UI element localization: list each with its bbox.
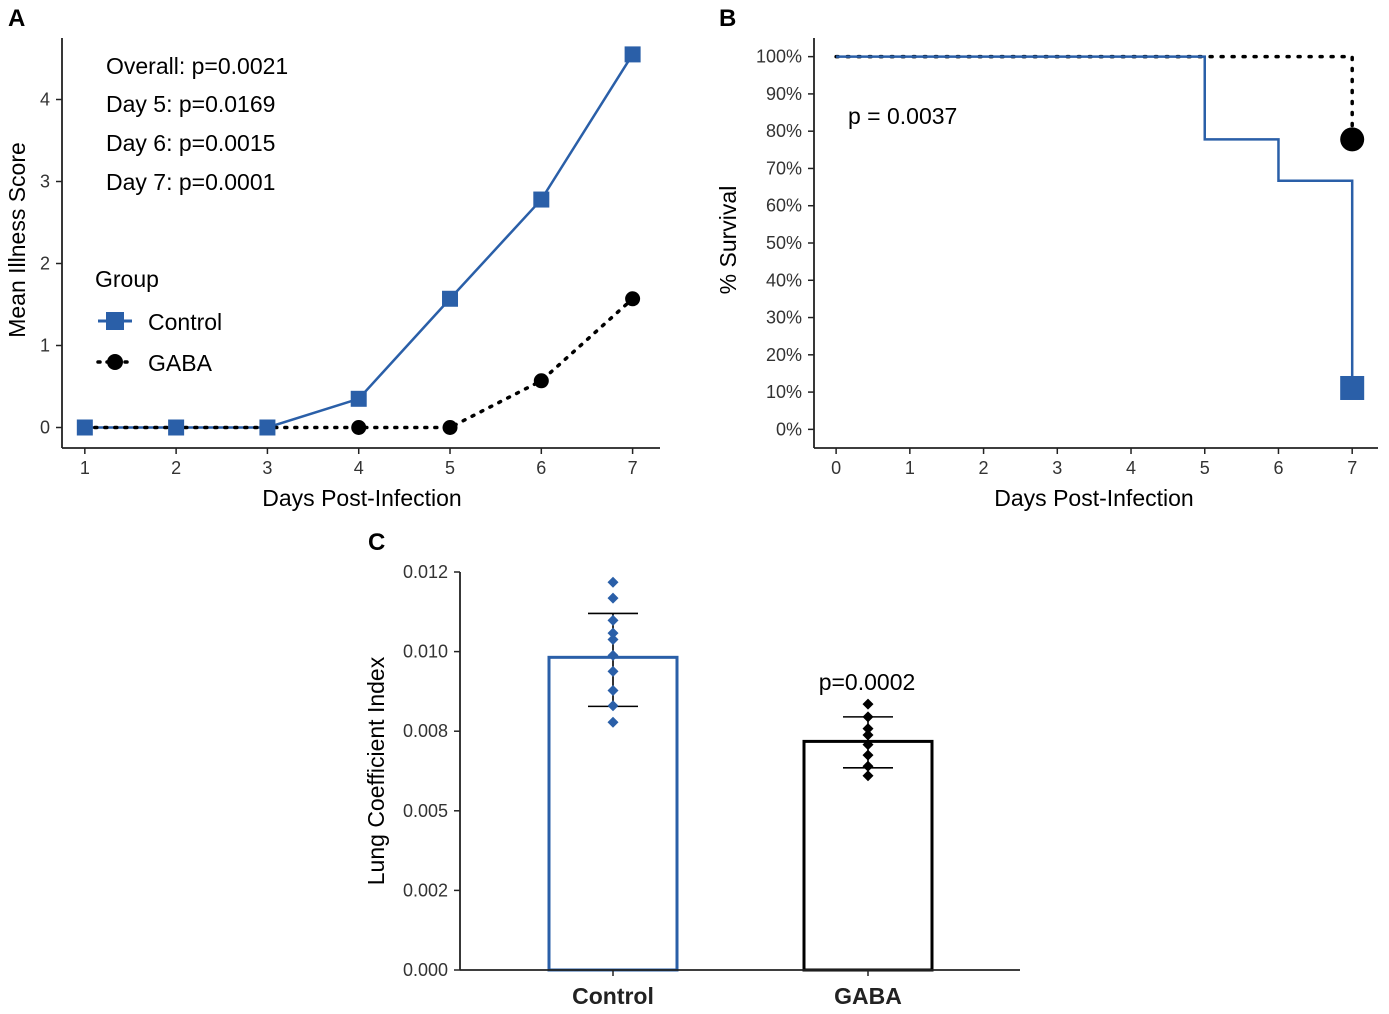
- survival-endpoint-gaba: [1340, 127, 1365, 152]
- data-point-control: [607, 649, 619, 661]
- panel-c-p-value: p=0.0002: [819, 669, 916, 695]
- panel-a-y-tick-label: 3: [40, 172, 50, 192]
- panel-a-legend: Group Control GABA: [95, 266, 222, 376]
- data-point-gaba: [351, 420, 367, 435]
- panel-a-illness-chart: A 1 2 3 4 5 6 7 0 1 2 3 4 Days Post-Infection Mean …: [4, 5, 660, 511]
- panel-b-y-axis-label: % Survival: [715, 186, 741, 295]
- panel-b-x-axis-label: Days Post-Infection: [994, 485, 1193, 511]
- data-point-control: [168, 419, 185, 436]
- legend-gaba-label: GABA: [148, 350, 213, 376]
- panel-b-p-value: p = 0.0037: [848, 103, 957, 129]
- panel-c-y-tick-label: 0.000: [403, 960, 448, 980]
- panel-a-annotations: Overall: p=0.0021 Day 5: p=0.0169 Day 6:…: [106, 53, 288, 195]
- data-point-control: [607, 627, 619, 639]
- data-point-gaba: [625, 291, 641, 307]
- data-point-control: [607, 614, 619, 626]
- legend-title: Group: [95, 266, 159, 292]
- data-point-control: [607, 576, 619, 588]
- panel-c-y-tick-label: 0.008: [403, 721, 448, 741]
- panel-a-y-axis-label: Mean Illness Score: [4, 142, 30, 338]
- data-point-control: [607, 665, 619, 677]
- panel-b-y-tick-label: 70%: [766, 158, 802, 178]
- survival-endpoint-control: [1340, 375, 1365, 400]
- data-point-gaba: [862, 770, 874, 782]
- panel-b-survival-chart: B 0 1 2 3 4 5 6 70%10%20%30%40%50%60%70%80%90%1…: [715, 5, 1378, 511]
- data-point-gaba: [862, 723, 874, 735]
- panel-b-x-tick-label: 0: [831, 458, 841, 478]
- data-point-control: [607, 684, 619, 696]
- data-point-control: [76, 419, 93, 436]
- panel-b-y-tick-label: 90%: [766, 84, 802, 104]
- annotation-day7-p: Day 7: p=0.0001: [106, 169, 275, 195]
- panel-a-x-tick-label: 6: [536, 458, 546, 478]
- panel-label-c: C: [368, 529, 385, 556]
- data-point-control: [607, 700, 619, 712]
- data-point-control: [607, 716, 619, 728]
- panel-a-x-tick-label: 2: [171, 458, 181, 478]
- panel-c-y-tick-label: 0.002: [403, 880, 448, 900]
- panel-b-x-tick-label: 7: [1347, 458, 1357, 478]
- data-point-control: [533, 191, 550, 208]
- panel-a-x-tick-label: 5: [445, 458, 455, 478]
- panel-b-y-tick-label: 10%: [766, 382, 802, 402]
- legend-control-label: Control: [148, 309, 222, 335]
- data-point-gaba: [862, 760, 874, 772]
- panel-b-x-tick-label: 3: [1052, 458, 1062, 478]
- survival-curve-control: [836, 55, 1354, 388]
- data-point-control: [607, 634, 619, 646]
- panel-a-y-tick-label: 0: [40, 418, 50, 438]
- data-point-gaba: [862, 739, 874, 751]
- panel-b-x-tick-label: 6: [1273, 458, 1283, 478]
- annotation-day6-p: Day 6: p=0.0015: [106, 130, 275, 156]
- panel-a-x-tick-label: 7: [628, 458, 638, 478]
- panel-b-y-tick-label: 40%: [766, 270, 802, 290]
- data-point-control: [259, 419, 276, 436]
- panel-b-y-tick-label: 80%: [766, 121, 802, 141]
- data-point-gaba: [862, 749, 874, 761]
- panel-b-x-tick-label: 2: [979, 458, 989, 478]
- panel-c-y-tick-label: 0.005: [403, 801, 448, 821]
- panel-b-x-tick-label: 5: [1200, 458, 1210, 478]
- panel-a-x-tick-label: 4: [354, 458, 364, 478]
- data-point-control: [350, 390, 367, 407]
- legend-control-square-icon: [106, 312, 124, 330]
- data-point-control: [607, 592, 619, 604]
- panel-b-y-tick-label: 30%: [766, 308, 802, 328]
- panel-b-y-tick-label: 100%: [756, 47, 802, 67]
- data-point-control: [442, 290, 459, 307]
- panel-b-y-tick-label: 0%: [776, 419, 802, 439]
- panel-b-x-tick-label: 4: [1126, 458, 1136, 478]
- data-point-gaba: [862, 698, 874, 710]
- panel-c-y-tick-label: 0.010: [403, 642, 448, 662]
- panel-b-y-tick-label: 60%: [766, 196, 802, 216]
- panel-a-x-axis-label: Days Post-Infection: [262, 485, 461, 511]
- data-point-gaba: [533, 373, 549, 389]
- panel-c-y-tick-label: 0.012: [403, 562, 448, 582]
- survival-curve-gaba: [834, 54, 1354, 142]
- legend-gaba-circle-icon: [107, 354, 123, 370]
- panel-a-y-tick-label: 4: [40, 90, 50, 110]
- panel-c-lung-index-chart: C 0.000 0.002 0.005 0.008 0.010 0.012 Control G…: [363, 529, 1020, 1009]
- data-point-gaba: [862, 711, 874, 723]
- panel-c-y-axis-label: Lung Coefficient Index: [363, 656, 389, 885]
- panel-a-y-tick-label: 2: [40, 254, 50, 274]
- panel-label-a: A: [8, 5, 25, 32]
- data-point-gaba: [862, 729, 874, 741]
- panel-a-y-tick-label: 1: [40, 336, 50, 356]
- panel-label-b: B: [719, 5, 736, 32]
- annotation-day5-p: Day 5: p=0.0169: [106, 91, 275, 117]
- panel-b-y-tick-label: 20%: [766, 345, 802, 365]
- annotation-overall-p: Overall: p=0.0021: [106, 53, 288, 79]
- panel-c-category-label: GABA: [834, 983, 902, 1009]
- panel-b-y-tick-label: 50%: [766, 233, 802, 253]
- panel-c-category-label: Control: [572, 983, 654, 1009]
- panel-a-x-tick-label: 3: [262, 458, 272, 478]
- data-point-gaba: [442, 420, 458, 435]
- panel-b-x-tick-label: 1: [905, 458, 915, 478]
- data-point-control: [624, 46, 641, 63]
- panel-a-x-tick-label: 1: [80, 458, 90, 478]
